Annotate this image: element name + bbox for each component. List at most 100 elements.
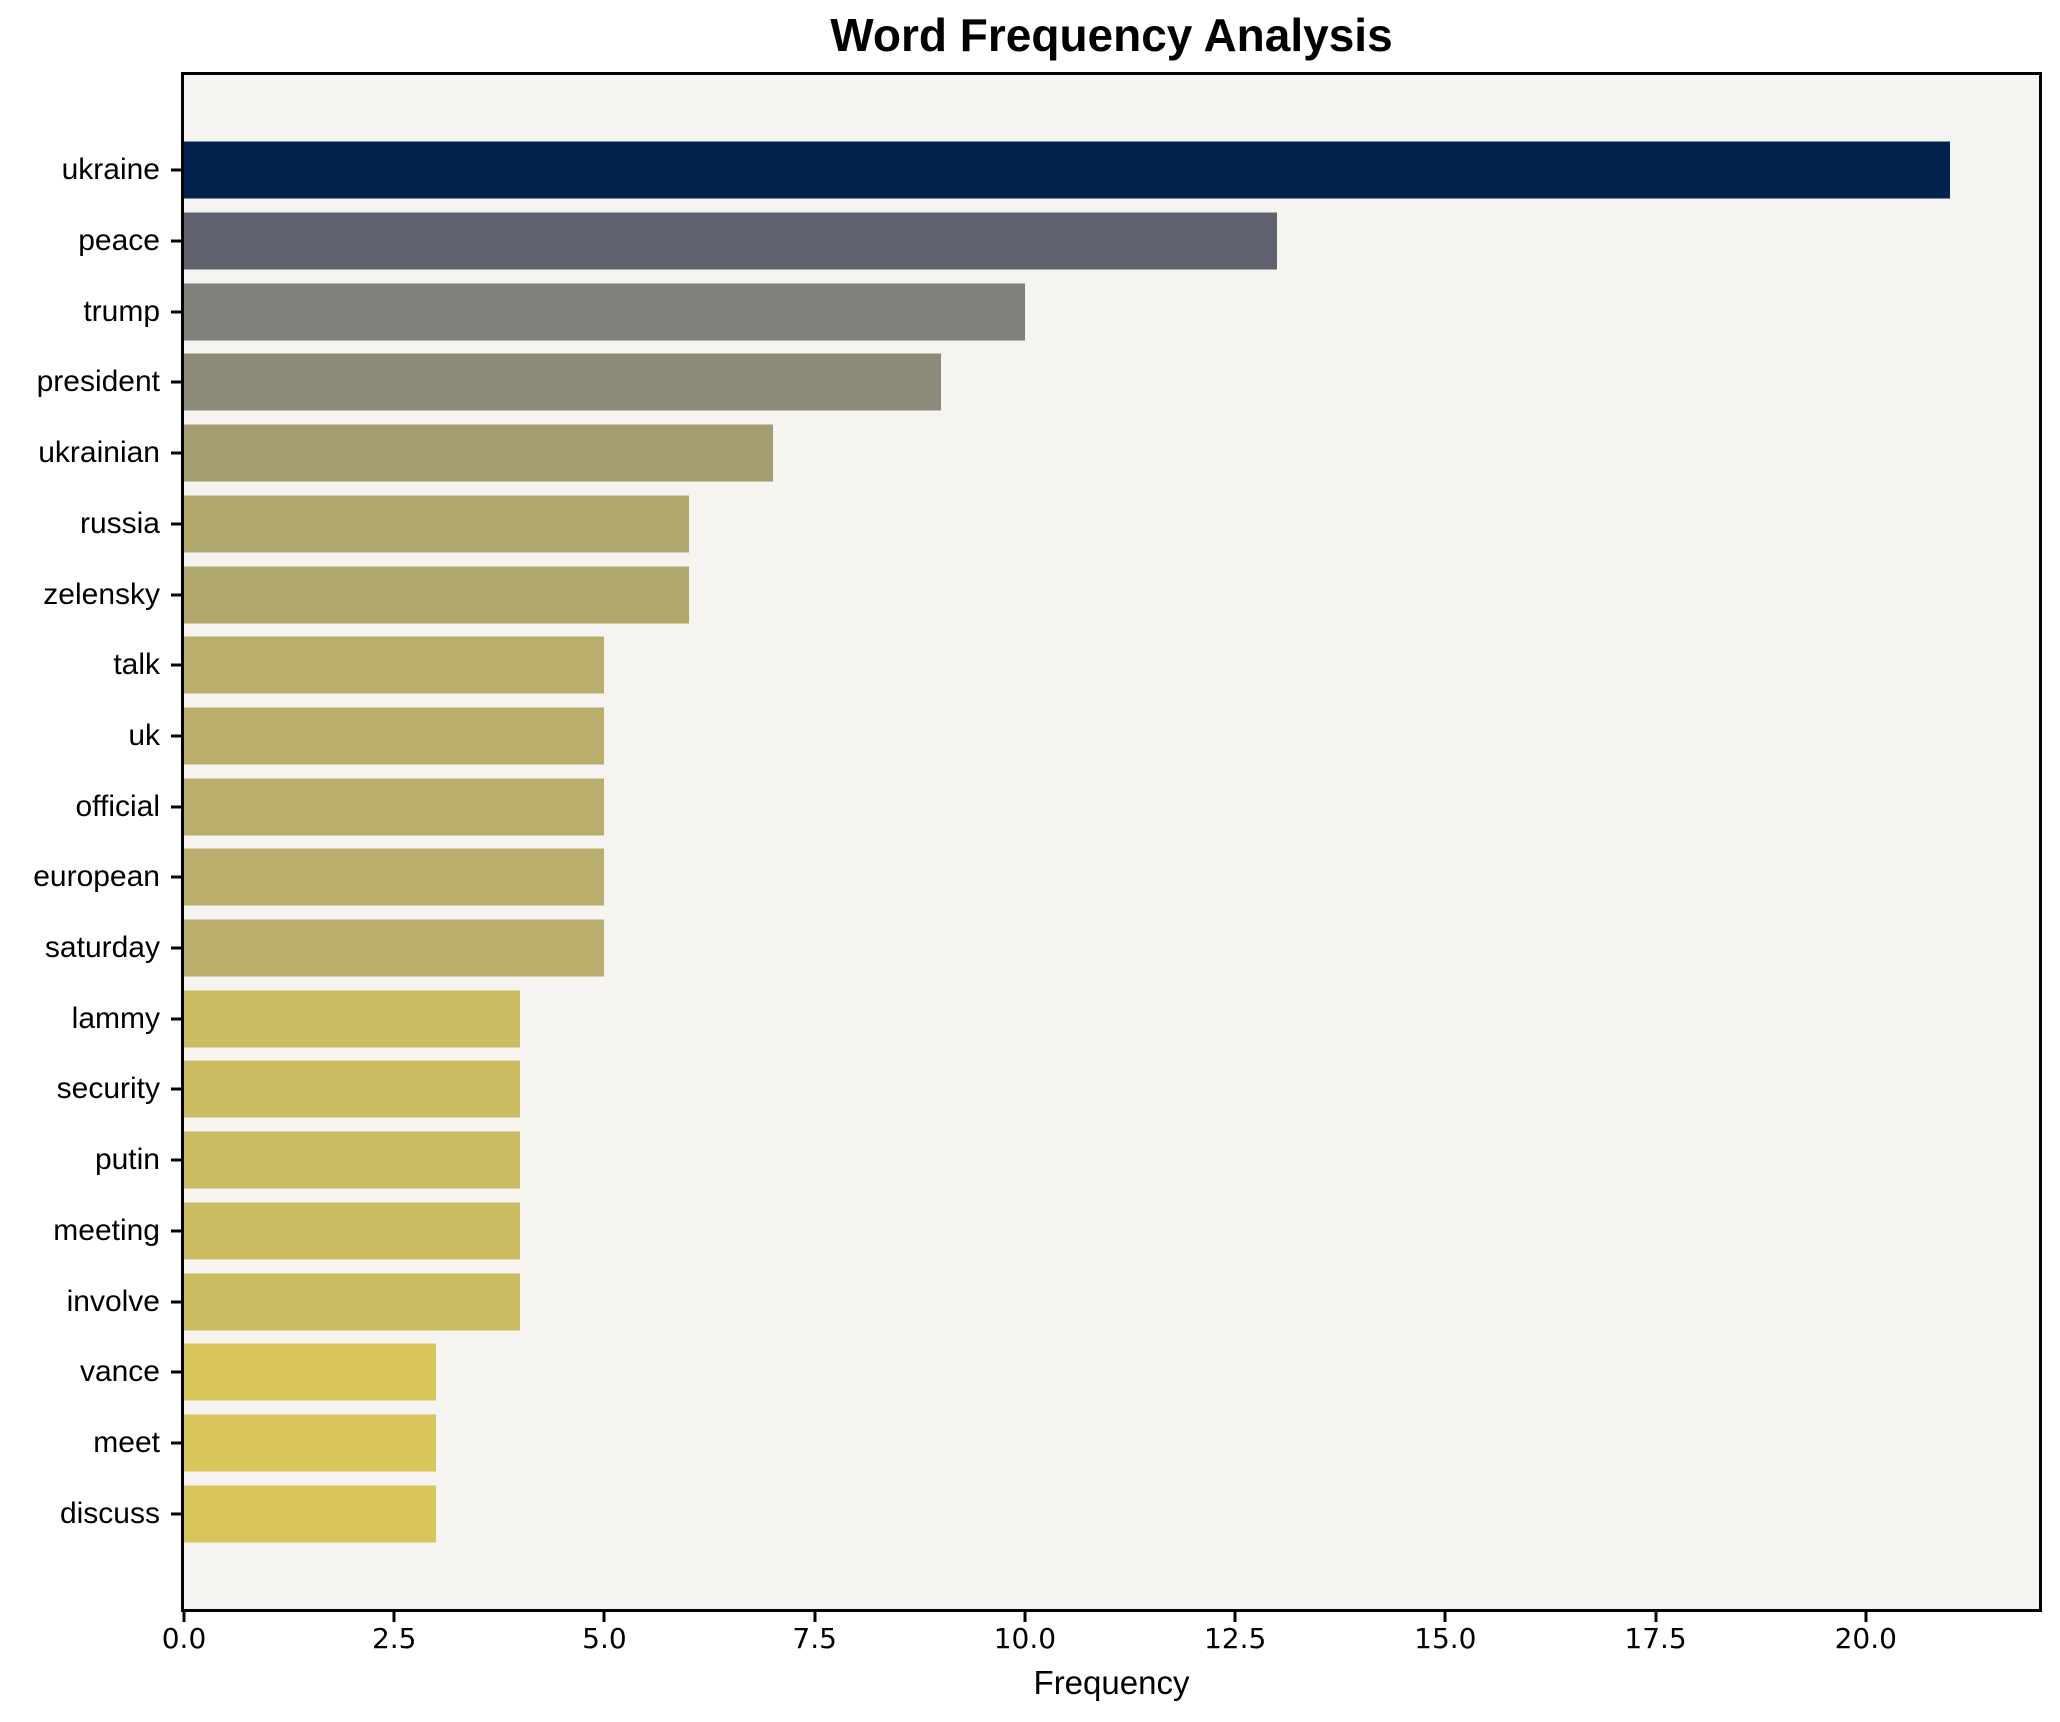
x-tick-label: 10.0 xyxy=(993,1622,1057,1655)
y-tick-mark xyxy=(171,1017,181,1021)
bar-row: president xyxy=(37,347,2039,418)
x-tick-mark xyxy=(602,1612,606,1622)
frequency-bar xyxy=(184,1131,521,1189)
frequency-bar xyxy=(184,283,1025,341)
bar-row: putin xyxy=(95,1125,2039,1196)
y-tick-label: european xyxy=(33,860,160,894)
y-tick-mark xyxy=(171,593,181,597)
y-tick-label: involve xyxy=(66,1284,160,1318)
x-axis-label: Frequency xyxy=(1033,1664,1190,1701)
y-tick-mark xyxy=(171,522,181,526)
bar-row: talk xyxy=(113,630,2039,701)
y-tick-label: meet xyxy=(93,1426,160,1459)
x-tick-mark xyxy=(1023,1612,1027,1622)
frequency-bar xyxy=(184,424,773,482)
frequency-bar xyxy=(184,1343,437,1401)
y-tick-mark xyxy=(171,239,181,243)
bar-row: ukraine xyxy=(62,135,2039,206)
bar-row: saturday xyxy=(45,913,2039,984)
y-tick-mark xyxy=(171,168,181,172)
y-tick-label: security xyxy=(56,1072,160,1106)
frequency-bar xyxy=(184,566,689,624)
y-tick-label: lammy xyxy=(71,1001,160,1035)
y-tick-mark xyxy=(171,946,181,950)
y-tick-label: ukraine xyxy=(61,153,160,187)
bar-row: official xyxy=(76,771,2039,842)
y-tick-label: peace xyxy=(78,224,160,258)
x-tick-mark xyxy=(1864,1612,1868,1622)
frequency-bar xyxy=(184,1414,437,1472)
frequency-bar xyxy=(184,1485,437,1543)
bar-row: russia xyxy=(80,489,2039,560)
y-tick-label: talk xyxy=(113,648,160,682)
bar-row: uk xyxy=(128,701,2039,772)
frequency-bar xyxy=(184,919,605,977)
y-tick-label: saturday xyxy=(44,931,160,965)
bar-row: zelensky xyxy=(43,559,2039,630)
y-tick-mark xyxy=(171,805,181,809)
bar-row: trump xyxy=(83,276,2039,347)
y-tick-mark xyxy=(171,380,181,384)
bar-row: meeting xyxy=(53,1196,2039,1267)
frequency-bar xyxy=(184,1060,521,1118)
x-tick-mark xyxy=(1233,1612,1237,1622)
y-tick-mark xyxy=(171,1087,181,1091)
x-tick-label: 0.0 xyxy=(161,1622,207,1655)
y-tick-label: zelensky xyxy=(43,577,160,611)
y-tick-label: trump xyxy=(83,294,160,328)
bar-row: involve xyxy=(67,1266,2039,1337)
y-tick-mark xyxy=(171,1300,181,1304)
bar-row: vance xyxy=(80,1337,2039,1408)
y-tick-mark xyxy=(171,663,181,667)
x-tick-label: 20.0 xyxy=(1834,1622,1897,1655)
bar-row: lammy xyxy=(72,983,2039,1054)
frequency-bar xyxy=(184,1273,521,1331)
x-tick-label: 12.5 xyxy=(1203,1622,1267,1655)
bar-row: european xyxy=(33,842,2039,913)
chart-title: Word Frequency Analysis xyxy=(830,9,1393,61)
y-tick-label: putin xyxy=(94,1143,160,1177)
x-tick-mark xyxy=(392,1612,396,1622)
y-tick-label: discuss xyxy=(59,1496,160,1530)
y-tick-mark xyxy=(171,875,181,879)
y-tick-mark xyxy=(171,734,181,738)
bar-row: ukrainian xyxy=(38,418,2039,489)
y-tick-label: official xyxy=(75,789,161,823)
frequency-bar xyxy=(184,353,941,411)
frequency-bar xyxy=(184,990,521,1048)
y-tick-label: russia xyxy=(79,506,160,540)
frequency-bar xyxy=(184,636,605,694)
x-tick-label: 5.0 xyxy=(582,1622,627,1655)
bar-row: meet xyxy=(93,1408,2039,1479)
y-tick-mark xyxy=(171,1512,181,1516)
bars-container: ukraine peace trump president ukrainian russi… xyxy=(33,75,2039,1609)
y-tick-mark xyxy=(171,1441,181,1445)
plot-area: ukraine peace trump president ukrainian russi… xyxy=(33,72,2042,1653)
x-tick-label: 17.5 xyxy=(1624,1622,1687,1655)
y-tick-label: meeting xyxy=(53,1213,160,1247)
y-tick-label: vance xyxy=(79,1355,160,1389)
y-tick-label: uk xyxy=(128,718,160,752)
x-tick-mark xyxy=(1443,1612,1447,1622)
x-tick-mark xyxy=(813,1612,817,1622)
frequency-bar xyxy=(184,212,1278,270)
x-tick-mark xyxy=(182,1612,186,1622)
y-tick-mark xyxy=(171,1370,181,1374)
frequency-bar xyxy=(184,707,605,765)
y-tick-mark xyxy=(171,1229,181,1233)
frequency-bar xyxy=(184,848,605,906)
frequency-bar xyxy=(184,495,689,553)
bar-row: discuss xyxy=(60,1478,2039,1549)
frequency-bar xyxy=(184,778,605,836)
y-tick-mark xyxy=(171,451,181,455)
x-tick-label: 7.5 xyxy=(792,1622,837,1655)
y-tick-mark xyxy=(171,310,181,314)
y-tick-label: president xyxy=(36,365,160,399)
y-tick-label: ukrainian xyxy=(38,436,160,470)
bar-row: peace xyxy=(78,206,2039,277)
y-tick-mark xyxy=(171,1158,181,1162)
x-tick-label: 15.0 xyxy=(1414,1622,1477,1655)
bar-row: security xyxy=(57,1054,2039,1125)
x-tick-label: 2.5 xyxy=(371,1622,417,1655)
